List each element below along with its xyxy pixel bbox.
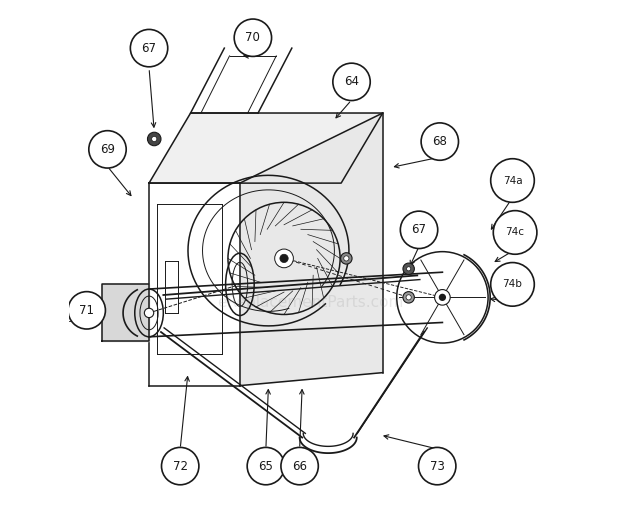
Text: 72: 72	[173, 459, 188, 472]
Text: 65: 65	[259, 459, 273, 472]
Text: eReplacementParts.com: eReplacementParts.com	[217, 295, 403, 310]
Text: 66: 66	[292, 459, 307, 472]
Circle shape	[435, 290, 450, 305]
Circle shape	[494, 211, 537, 254]
Circle shape	[89, 130, 126, 168]
Text: 68: 68	[432, 135, 447, 148]
Circle shape	[275, 249, 293, 268]
Circle shape	[161, 447, 199, 485]
Text: 74b: 74b	[503, 279, 523, 289]
Text: 67: 67	[412, 223, 427, 236]
Circle shape	[403, 263, 414, 275]
Circle shape	[247, 447, 285, 485]
Text: 67: 67	[141, 42, 156, 55]
Text: 70: 70	[246, 31, 260, 44]
Circle shape	[148, 132, 161, 146]
Polygon shape	[240, 113, 383, 386]
Text: 69: 69	[100, 143, 115, 156]
Circle shape	[407, 267, 410, 271]
Circle shape	[418, 447, 456, 485]
Circle shape	[343, 256, 349, 261]
Circle shape	[281, 447, 318, 485]
Polygon shape	[102, 284, 149, 341]
Circle shape	[403, 292, 414, 303]
Text: 74c: 74c	[505, 228, 525, 238]
Circle shape	[234, 19, 272, 56]
Circle shape	[152, 136, 157, 141]
Circle shape	[439, 294, 446, 301]
Circle shape	[340, 253, 352, 264]
Text: 73: 73	[430, 459, 445, 472]
Text: 64: 64	[344, 75, 359, 88]
Circle shape	[144, 309, 154, 317]
Circle shape	[490, 159, 534, 203]
Polygon shape	[149, 113, 383, 183]
Circle shape	[280, 254, 288, 263]
Circle shape	[490, 263, 534, 306]
Text: 74a: 74a	[503, 175, 522, 185]
Text: 71: 71	[79, 304, 94, 317]
Circle shape	[130, 29, 168, 67]
Circle shape	[421, 123, 459, 160]
Circle shape	[68, 292, 105, 329]
Circle shape	[401, 211, 438, 248]
Circle shape	[333, 63, 370, 101]
Circle shape	[406, 295, 411, 300]
